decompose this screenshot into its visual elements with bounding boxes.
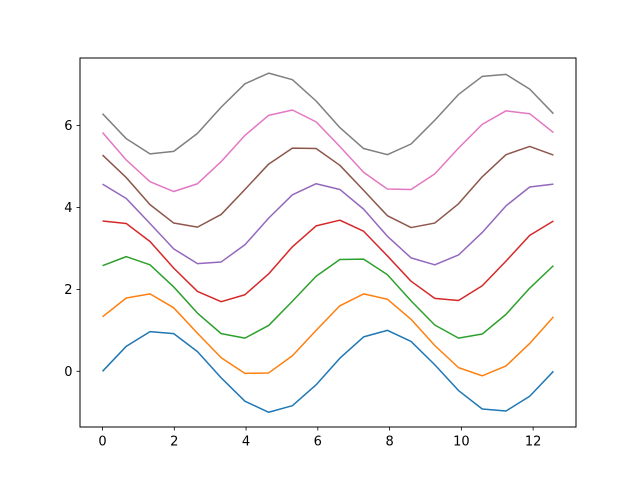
y-tick-label: 4 [64, 201, 72, 216]
y-tick-label: 0 [64, 365, 72, 380]
x-tick-label: 4 [242, 435, 250, 450]
x-tick-label: 8 [385, 435, 393, 450]
x-tick-label: 2 [170, 435, 178, 450]
x-tick-label: 10 [453, 435, 470, 450]
y-tick-label: 2 [64, 283, 72, 298]
y-tick-label: 6 [64, 119, 72, 134]
x-tick-label: 0 [98, 435, 106, 450]
x-tick-label: 12 [525, 435, 542, 450]
x-tick-label: 6 [314, 435, 322, 450]
